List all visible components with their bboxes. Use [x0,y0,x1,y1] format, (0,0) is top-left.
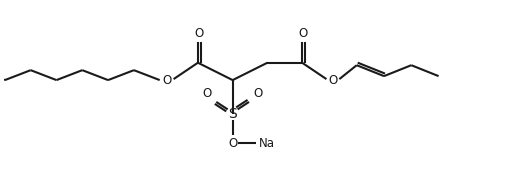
Text: O: O [328,74,337,87]
Text: O: O [194,27,204,41]
Text: O: O [254,87,263,100]
Text: O: O [228,137,237,150]
Text: O: O [202,87,212,100]
Text: S: S [228,107,237,121]
Text: O: O [163,74,172,87]
Text: Na: Na [259,137,275,150]
Text: O: O [299,27,308,41]
